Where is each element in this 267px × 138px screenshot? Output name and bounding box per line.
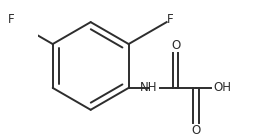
- Text: OH: OH: [213, 81, 231, 94]
- Text: F: F: [8, 13, 14, 26]
- Text: O: O: [191, 124, 201, 137]
- Text: O: O: [171, 39, 180, 52]
- Text: NH: NH: [140, 81, 158, 94]
- Text: F: F: [167, 13, 174, 26]
